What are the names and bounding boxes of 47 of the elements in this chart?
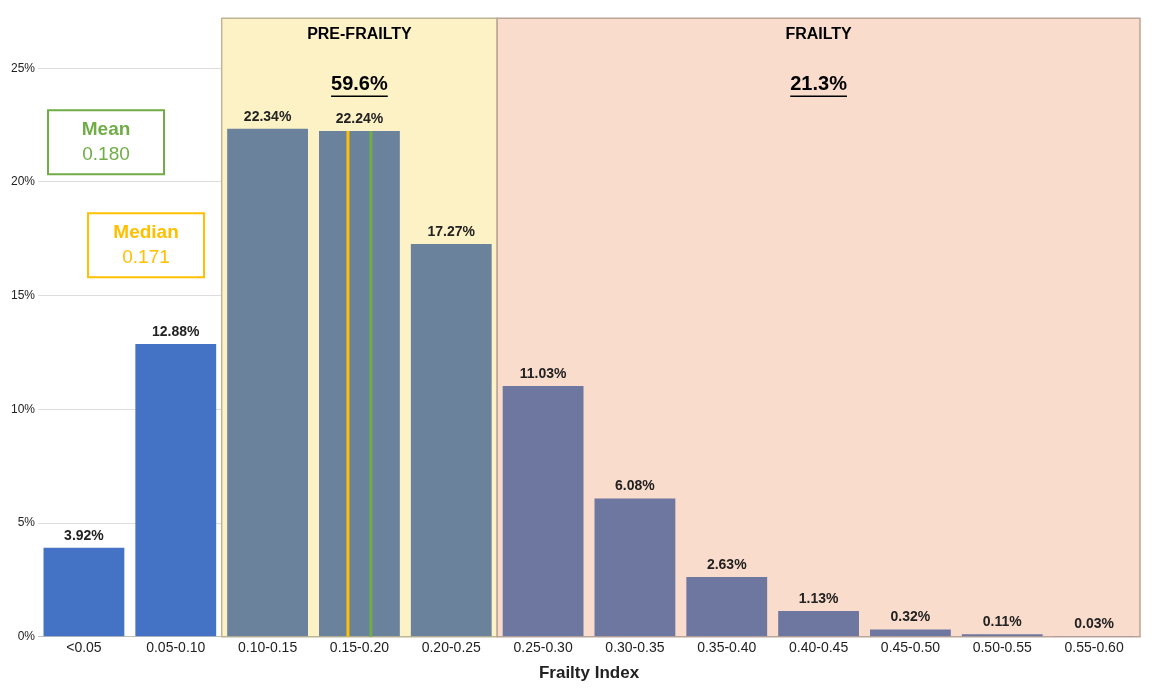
- x-tick-label: 0.50-0.55: [972, 639, 1033, 656]
- bar: [686, 576, 768, 637]
- x-tick-label: 0.40-0.45: [789, 639, 849, 656]
- data-label: 0.32%: [890, 608, 931, 625]
- y-tick-label: 20%: [10, 174, 36, 189]
- x-tick-label: 0.35-0.40: [697, 639, 757, 656]
- annotation: 59.6%: [331, 71, 388, 94]
- x-tick-label: <0.05: [66, 639, 102, 656]
- data-label: 22.34%: [243, 107, 292, 124]
- band-label: PRE-FRAILTY: [307, 24, 413, 42]
- x-tick-label: 0.25-0.30: [513, 639, 573, 656]
- x-tick-label: 0.15-0.20: [329, 639, 390, 656]
- x-tick-label: 0.45-0.50: [880, 639, 941, 656]
- bar: [43, 547, 125, 637]
- x-tick-label: 0.20-0.25: [421, 639, 482, 656]
- data-label: 17.27%: [427, 222, 476, 239]
- x-tick-label: 0.10-0.15: [238, 639, 298, 656]
- bar: [594, 498, 676, 637]
- bar: [961, 634, 1043, 637]
- x-axis-title: Frailty Index: [538, 663, 640, 683]
- bar: [227, 128, 308, 637]
- data-label: 22.24%: [335, 109, 384, 126]
- data-label: 6.08%: [615, 477, 656, 494]
- data-label: 0.03%: [1074, 614, 1115, 631]
- bar: [410, 244, 492, 637]
- y-tick-label: 5%: [17, 515, 36, 530]
- y-tick-label: 0%: [17, 629, 36, 644]
- bar: [319, 131, 400, 637]
- x-tick-label: 0.05-0.10: [146, 639, 206, 656]
- data-label: 1.13%: [798, 589, 839, 606]
- data-label: 2.63%: [706, 555, 748, 572]
- annotation: 21.3%: [790, 71, 848, 94]
- y-tick-label: 25%: [10, 60, 36, 75]
- data-label: 3.92%: [64, 526, 105, 543]
- data-label: 11.03%: [519, 364, 567, 381]
- ref-line-label: Median 0.171: [113, 221, 179, 268]
- y-tick-label: 10%: [10, 401, 36, 416]
- bar: [502, 385, 584, 637]
- x-tick-label: 0.55-0.60: [1064, 639, 1124, 656]
- band-label: FRAILTY: [785, 24, 853, 42]
- x-tick-label: 0.30-0.35: [605, 639, 665, 656]
- data-label: 0.11%: [982, 613, 1023, 630]
- ref-line-label: Mean 0.180: [81, 118, 131, 165]
- data-label: 12.88%: [152, 322, 201, 339]
- bar: [135, 343, 217, 637]
- y-tick-label: 15%: [10, 287, 36, 302]
- bar: [778, 611, 859, 637]
